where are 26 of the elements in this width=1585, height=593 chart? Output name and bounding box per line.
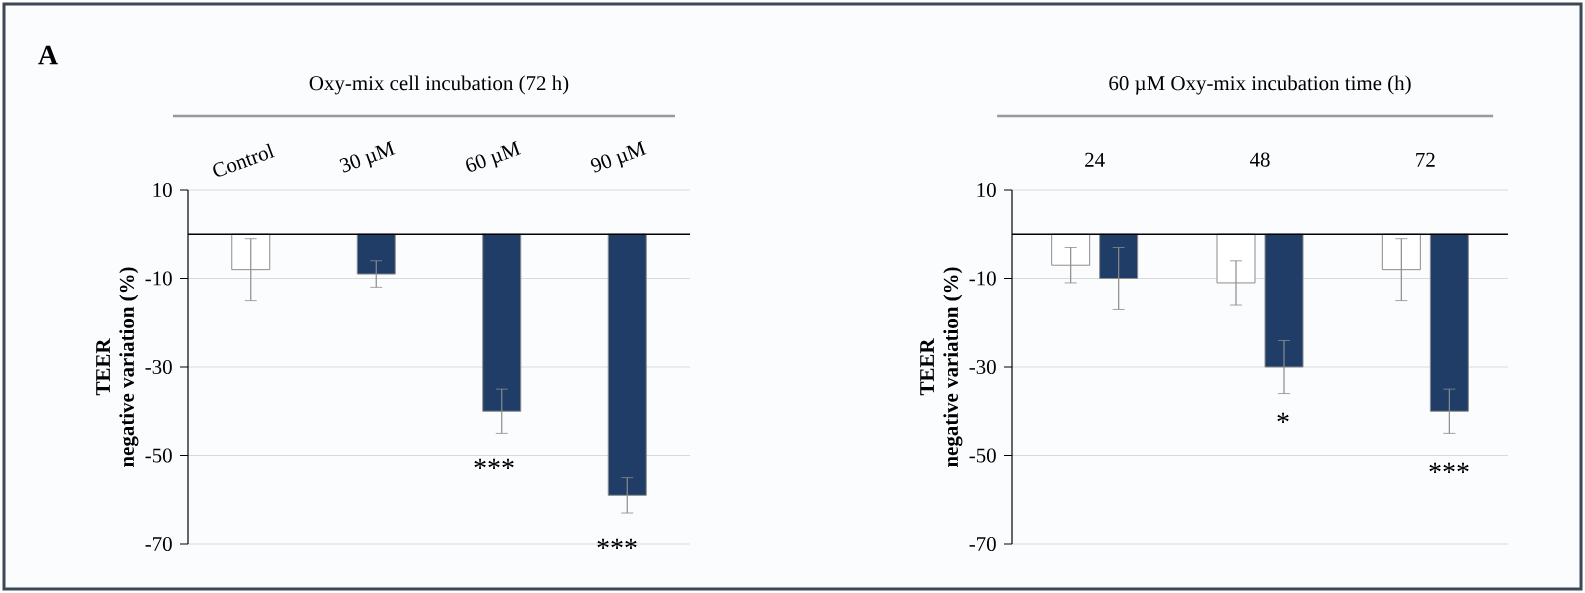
y-tick-label: -10 — [969, 271, 996, 286]
x-tick-label: 72 — [1416, 152, 1435, 167]
chart-title: Oxy-mix cell incubation (72 h) — [309, 75, 569, 95]
y-axis-title: TEER negative variation (%) — [96, 267, 139, 467]
y-tick-label: -10 — [145, 271, 172, 286]
x-tick-label: 24 — [1085, 152, 1105, 167]
y-tick-label: -70 — [969, 536, 996, 552]
annotation: *** — [474, 458, 514, 470]
y-tick-label: 10 — [977, 182, 996, 198]
annotation: *** — [597, 538, 637, 550]
y-tick-label: 10 — [153, 182, 172, 198]
y-tick-label: -50 — [969, 448, 996, 463]
x-tick-label: Control — [213, 143, 276, 177]
y-tick-label: -30 — [145, 359, 172, 375]
x-tick-label: 30 µM — [339, 140, 396, 173]
annotation: * — [1277, 412, 1289, 424]
text: A — [38, 45, 58, 65]
x-tick-label: 48 — [1249, 152, 1270, 167]
x-tick-label: 60 µM — [466, 140, 522, 172]
y-tick-label: -70 — [145, 536, 172, 552]
annotation: *** — [1429, 462, 1469, 474]
y-tick-label: -30 — [969, 359, 996, 375]
chart-title: 60 µM Oxy-mix incubation time (h) — [1109, 75, 1411, 95]
y-tick-label: -50 — [145, 448, 172, 463]
y-axis-title: TEER negative variation (%) — [920, 267, 963, 467]
x-tick-label: 90 µM — [590, 140, 647, 173]
